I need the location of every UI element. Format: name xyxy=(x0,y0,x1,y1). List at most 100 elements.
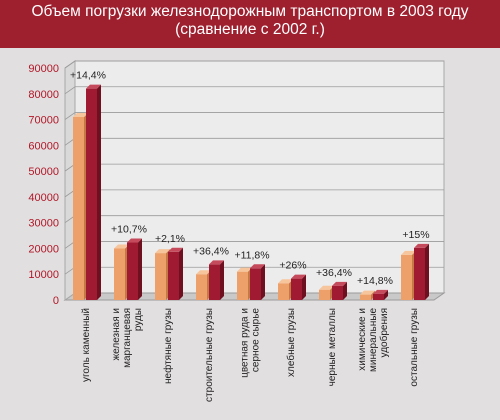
x-tick-label-line: удобрения xyxy=(378,308,390,357)
bar-2002-front xyxy=(196,274,207,300)
bar-2003-side xyxy=(97,84,101,300)
data-label-change: +10,7% xyxy=(111,224,147,236)
bar-2002-front xyxy=(155,253,166,300)
bar-2003-top xyxy=(414,243,429,248)
bar-2002-front xyxy=(401,254,412,300)
gridline xyxy=(64,60,444,69)
data-label-change: +14,4% xyxy=(70,70,106,82)
bar-2003-side xyxy=(425,243,429,300)
bar-2003-top xyxy=(250,264,265,269)
bar-2003-top xyxy=(209,260,224,265)
bar-2003-top xyxy=(373,289,388,294)
y-tick-label: 60000 xyxy=(28,140,59,152)
bar-2002-front xyxy=(114,248,125,300)
x-tick-label: остальные грузы xyxy=(409,308,420,387)
bar-2002 xyxy=(401,250,416,300)
data-label-change: +2,1% xyxy=(155,233,185,245)
bar-2003-front xyxy=(250,268,261,300)
bar-2003-front xyxy=(332,285,343,300)
y-tick-label: 70000 xyxy=(28,115,59,127)
chart-title: Объем погрузки железнодорожным транспорт… xyxy=(31,3,469,20)
bar-2003-top xyxy=(86,84,101,89)
x-tick-label-line: химические и xyxy=(357,308,368,371)
bar-2002 xyxy=(237,267,252,300)
bar-2002-front xyxy=(73,116,84,300)
bar-2002-top xyxy=(114,244,129,249)
x-tick-label-line: руды xyxy=(133,308,144,331)
bar-2002 xyxy=(278,279,293,300)
bar-2003-side xyxy=(138,238,142,300)
x-tick-label-line: черные металлы xyxy=(327,308,338,386)
bar-2003-top xyxy=(332,281,347,286)
y-tick-label: 30000 xyxy=(28,218,59,230)
bar-2002-top xyxy=(278,279,293,284)
bar-2003 xyxy=(291,274,306,300)
bar-2003-front xyxy=(373,293,384,300)
data-label-change: +36,4% xyxy=(193,245,229,257)
bar-2003 xyxy=(414,243,429,300)
y-tick-label: 20000 xyxy=(28,243,59,255)
chart-header: Объем погрузки железнодорожным транспорт… xyxy=(0,0,500,48)
bar-2002-top xyxy=(237,267,252,272)
y-tick-label: 10000 xyxy=(28,269,59,281)
bar-2003-front xyxy=(291,278,302,300)
chart-subtitle: (сравнение с 2002 г.) xyxy=(175,21,325,38)
bar-2003-front xyxy=(168,251,179,300)
bar-2002 xyxy=(114,244,129,300)
bar-2003-top xyxy=(291,274,306,279)
gridline xyxy=(64,112,444,120)
y-tick-label: 50000 xyxy=(28,166,59,178)
x-tick-label: нефтяные грузы xyxy=(162,308,174,384)
x-tick-label-line: цветная руда и xyxy=(240,308,251,378)
x-tick-label-line: марганцевая xyxy=(122,308,133,368)
bar-2003 xyxy=(86,84,101,300)
x-tick-label-line: минеральные xyxy=(368,308,379,372)
y-tick-label: 80000 xyxy=(28,89,59,101)
bar-2002-front xyxy=(319,289,330,300)
gridline xyxy=(64,86,444,95)
bar-2003 xyxy=(250,264,265,300)
bar-2003 xyxy=(127,238,142,300)
bar-2003-front xyxy=(414,247,425,300)
bar-2003 xyxy=(332,281,347,300)
bar-2003-top xyxy=(127,238,142,243)
x-tick-label: хлебные грузы xyxy=(285,308,297,377)
x-tick-label-line: уголь каменный xyxy=(81,308,92,382)
data-label-change: +26% xyxy=(279,260,306,272)
x-tick-label: химические иминеральныеудобрения xyxy=(357,308,390,372)
bar-2002-front xyxy=(360,294,371,300)
bar-2003-side xyxy=(220,260,224,300)
bar-2003 xyxy=(209,260,224,300)
y-tick-label: 40000 xyxy=(28,192,59,204)
bar-2002-top xyxy=(155,249,170,254)
bar-2003-top xyxy=(168,247,183,252)
data-label-change: +15% xyxy=(402,229,429,241)
bar-2003-side xyxy=(261,264,265,300)
bar-2002-top xyxy=(360,290,375,295)
bar-2002-top xyxy=(401,250,416,255)
x-tick-label: строительные грузы xyxy=(204,308,215,402)
bar-2003-side xyxy=(384,289,388,300)
data-label-change: +11,8% xyxy=(234,249,269,261)
y-tick-label: 0 xyxy=(53,295,59,307)
bar-2002-top xyxy=(73,112,88,117)
bar-2002-top xyxy=(319,285,334,290)
x-tick-label-line: нефтяные грузы xyxy=(162,308,174,384)
bar-2003-front xyxy=(86,88,97,300)
y-tick-label: 90000 xyxy=(28,63,59,75)
x-tick-label-line: хлебные грузы xyxy=(285,308,297,377)
bar-2002 xyxy=(319,285,334,300)
bar-2002-front xyxy=(237,271,248,300)
bar-2003-front xyxy=(209,264,220,300)
x-tick-label-line: железная и xyxy=(111,308,122,361)
bar-2003 xyxy=(373,289,388,300)
bar-2002 xyxy=(196,270,211,300)
bar-2003-side xyxy=(179,247,183,300)
x-tick-label-line: строительные грузы xyxy=(204,308,215,402)
x-tick-label-line: остальные грузы xyxy=(409,308,420,387)
x-tick-label-line: серное сырье xyxy=(251,308,262,373)
bar-2003 xyxy=(168,247,183,300)
data-label-change: +36,4% xyxy=(316,267,352,279)
